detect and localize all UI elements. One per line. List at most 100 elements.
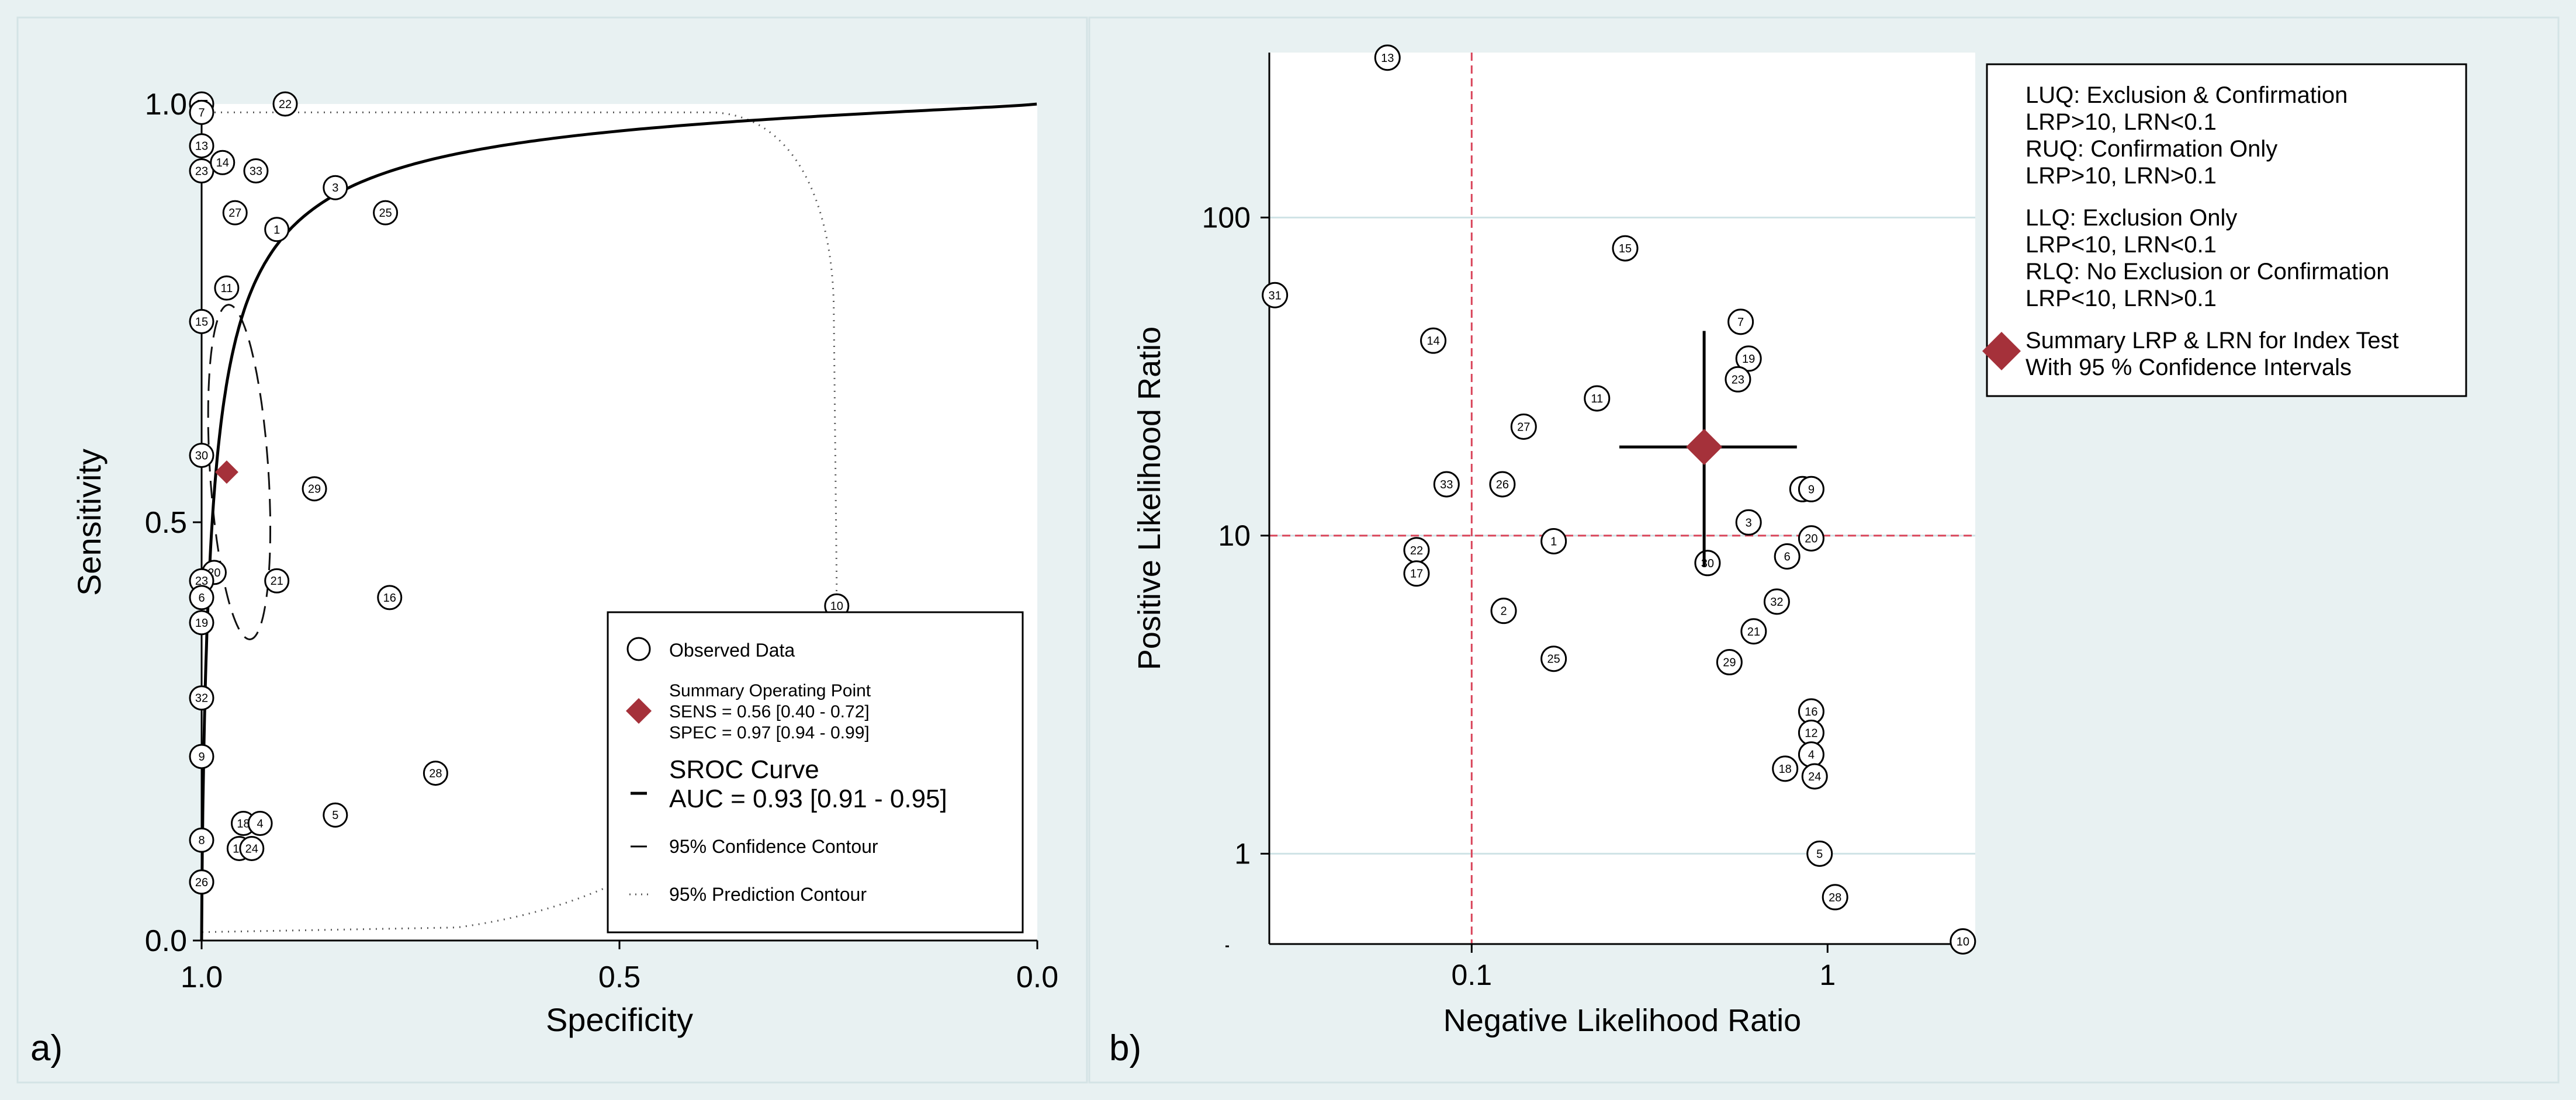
x-tick-label: 0.5 xyxy=(598,960,640,994)
legend-summary-spec: SPEC = 0.97 [0.94 - 0.99] xyxy=(669,723,870,742)
legend-ruq-rule: LRP>10, LRN>0.1 xyxy=(2026,163,2217,189)
study-label: 19 xyxy=(195,617,208,630)
legend-rlq-rule: LRP<10, LRN>0.1 xyxy=(2026,286,2217,311)
study-point: 20 xyxy=(1798,525,1824,552)
study-label: 31 xyxy=(1268,289,1281,302)
study-point: 5 xyxy=(1806,840,1833,867)
study-point: 29 xyxy=(1716,649,1743,676)
confidence-contour xyxy=(207,304,271,641)
study-marker xyxy=(1490,598,1517,624)
study-label: 23 xyxy=(1732,373,1744,386)
legend-observed-symbol xyxy=(626,637,651,661)
study-marker xyxy=(214,275,240,301)
study-marker xyxy=(189,585,214,610)
study-point: 14 xyxy=(210,150,236,175)
x-tick-label: 1 xyxy=(1819,959,1836,991)
study-marker xyxy=(189,827,214,853)
study-label: 12 xyxy=(1805,727,1817,740)
study-marker xyxy=(189,133,214,159)
study-label: 1 xyxy=(273,224,280,237)
study-point: 32 xyxy=(1763,588,1790,615)
study-marker xyxy=(1763,588,1790,615)
x-axis-title: Specificity xyxy=(546,1001,693,1038)
y-tick-label: 100 xyxy=(1202,201,1251,234)
legend-ruq-title: RUQ: Confirmation Only xyxy=(2026,136,2277,162)
study-marker xyxy=(1801,763,1828,790)
study-label: 9 xyxy=(198,751,205,764)
study-point: 3 xyxy=(1735,509,1762,536)
study-label: 18 xyxy=(1779,763,1792,776)
study-point: 33 xyxy=(243,158,269,184)
study-marker xyxy=(243,158,269,184)
study-marker xyxy=(373,200,399,225)
study-point: 5 xyxy=(323,802,348,828)
y-tick-label: 1.0 xyxy=(145,88,187,122)
study-label: 29 xyxy=(308,483,321,496)
study-label: 2 xyxy=(1500,605,1507,618)
study-point: 7 xyxy=(189,99,214,125)
study-label: 26 xyxy=(1496,478,1509,491)
study-marker xyxy=(377,585,403,610)
study-marker xyxy=(189,99,214,125)
study-marker xyxy=(1716,649,1743,676)
legend-box xyxy=(607,611,1024,934)
study-point: 10 xyxy=(1950,928,1976,955)
study-label: 10 xyxy=(1957,935,1969,948)
summary-point-marker xyxy=(214,460,238,484)
study-point: 25 xyxy=(373,200,399,225)
study-label: 27 xyxy=(228,207,241,220)
study-marker xyxy=(1950,928,1976,955)
panel-a-studies: 1772213231433327251111530292021236161910… xyxy=(189,91,850,895)
study-point: 30 xyxy=(189,442,214,468)
study-label: 10 xyxy=(830,600,843,613)
panel-b-plot-area xyxy=(1269,53,1975,944)
study-label: 11 xyxy=(221,282,233,295)
study-point: 6 xyxy=(1774,543,1801,570)
study-marker xyxy=(1433,471,1460,498)
study-label: 20 xyxy=(1805,533,1817,546)
study-point: 27 xyxy=(1510,413,1537,440)
study-point: 24 xyxy=(239,835,265,861)
study-marker xyxy=(1489,471,1516,498)
study-point: 1 xyxy=(264,217,290,242)
study-point: 16 xyxy=(377,585,403,610)
study-label: 25 xyxy=(1547,653,1560,666)
study-label: 3 xyxy=(1746,516,1752,529)
study-label: 30 xyxy=(195,449,208,462)
study-marker xyxy=(189,744,214,769)
legend-sroc-title: SROC Curve xyxy=(669,755,819,784)
legend-box xyxy=(1986,63,2467,397)
y-axis-title: Sensitivity xyxy=(71,449,108,596)
study-point: 11 xyxy=(1584,385,1611,412)
study-marker xyxy=(1540,646,1567,672)
legend-summary-ci: With 95 % Confidence Intervals xyxy=(2026,355,2352,380)
study-point: 22 xyxy=(1403,537,1430,564)
panel-b: 1 10 100 0.1 1 Negative Likelihood Ratio… xyxy=(1088,16,2560,1084)
study-label: 1 xyxy=(1550,536,1557,549)
study-label: 24 xyxy=(245,842,258,855)
study-marker xyxy=(302,476,327,502)
study-point: 9 xyxy=(1798,476,1824,502)
study-marker xyxy=(1735,345,1762,372)
study-label: 21 xyxy=(1747,626,1760,639)
y-tick-label: 1 xyxy=(1234,837,1251,870)
panel-a-x-ticks: 1.0 0.5 0.0 xyxy=(181,941,1058,994)
study-label: 33 xyxy=(1440,478,1453,491)
study-point: 28 xyxy=(423,761,448,786)
study-point: 2 xyxy=(1490,598,1517,624)
panel-b-studies: 1331141571923112733268932012263017322212… xyxy=(1262,44,1976,955)
study-marker xyxy=(1735,509,1762,536)
study-marker xyxy=(189,308,214,334)
study-marker xyxy=(323,175,348,200)
study-label: 13 xyxy=(195,140,208,153)
study-marker xyxy=(1798,476,1824,502)
study-point: 24 xyxy=(1801,763,1828,790)
study-label: 7 xyxy=(1737,316,1744,329)
study-point: 23 xyxy=(189,158,214,184)
x-tick-label: 1.0 xyxy=(181,960,223,994)
study-marker xyxy=(1772,755,1799,782)
study-marker xyxy=(1740,618,1767,645)
study-point: 22 xyxy=(272,91,298,117)
study-marker xyxy=(1822,884,1848,911)
